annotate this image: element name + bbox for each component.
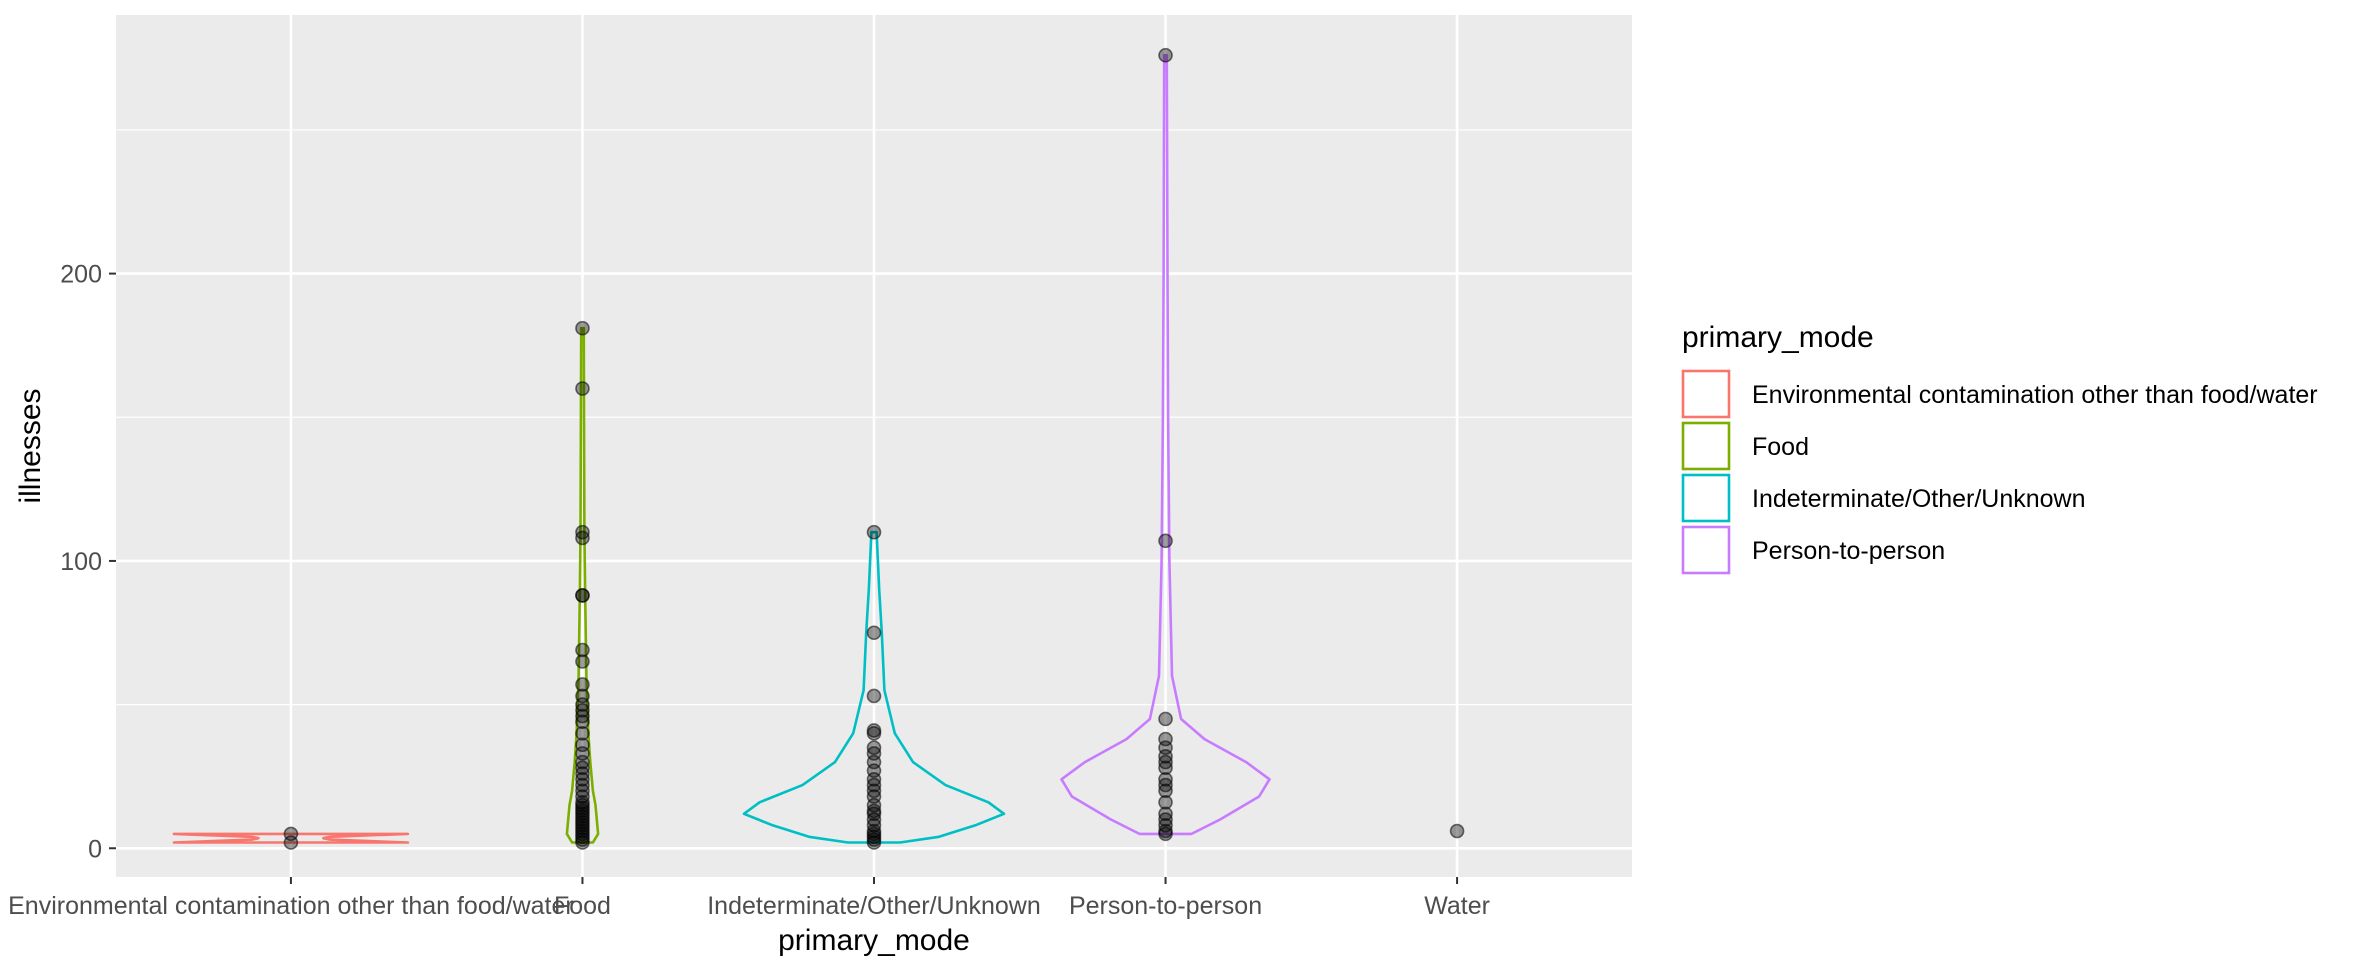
data-point (575, 677, 590, 692)
data-point (283, 826, 299, 842)
y-tick-label: 200 (60, 261, 102, 289)
x-axis: Environmental contamination other than f… (8, 877, 1490, 920)
y-axis: 0 100 200 (60, 261, 116, 863)
data-point (575, 524, 590, 540)
data-point (866, 723, 882, 738)
legend-label: Person-to-person (1752, 537, 1945, 565)
data-point (1158, 533, 1173, 549)
x-tick-label: Indeterminate/Other/Unknown (707, 892, 1041, 920)
violin (565, 326, 600, 844)
x-axis-title: primary_mode (778, 924, 970, 957)
x-tick-label: Food (554, 892, 611, 920)
data-point (575, 737, 590, 753)
legend-key (1681, 421, 1731, 471)
violin (172, 832, 410, 844)
data-point (1158, 731, 1173, 747)
legend-key (1681, 525, 1731, 575)
data-point (575, 642, 590, 658)
x-tick-label: Person-to-person (1069, 892, 1262, 920)
y-tick-label: 100 (60, 548, 102, 576)
legend-label: Food (1752, 433, 1809, 461)
data-point (1158, 711, 1173, 727)
legend-title: primary_mode (1682, 321, 1874, 354)
legend-key (1681, 473, 1731, 523)
legend-label: Indeterminate/Other/Unknown (1752, 485, 2086, 513)
data-point (1158, 806, 1173, 822)
y-axis-title: illnesses (14, 388, 47, 503)
data-point (866, 740, 882, 756)
data-point (866, 625, 882, 641)
data-point (1158, 47, 1173, 63)
violin (1060, 53, 1271, 836)
y-tick-label: 0 (88, 835, 102, 863)
data-point (575, 588, 590, 603)
violins (172, 53, 1271, 844)
legend: primary_mode Environmental contamination… (1681, 321, 2318, 575)
data-point (575, 726, 590, 741)
x-tick-label: Water (1424, 892, 1490, 920)
data-point (1158, 772, 1173, 787)
data-point (866, 688, 882, 704)
data-points (283, 47, 1465, 850)
x-tick-label: Environmental contamination other than f… (8, 892, 574, 920)
data-point (575, 320, 590, 336)
legend-key (1681, 369, 1731, 419)
data-point (866, 524, 882, 540)
data-point (575, 381, 590, 396)
data-point (575, 688, 590, 704)
data-point (1158, 794, 1173, 810)
data-point (1449, 823, 1465, 839)
violin (742, 530, 1006, 844)
data-point (575, 654, 590, 669)
legend-label: Environmental contamination other than f… (1752, 381, 2318, 409)
